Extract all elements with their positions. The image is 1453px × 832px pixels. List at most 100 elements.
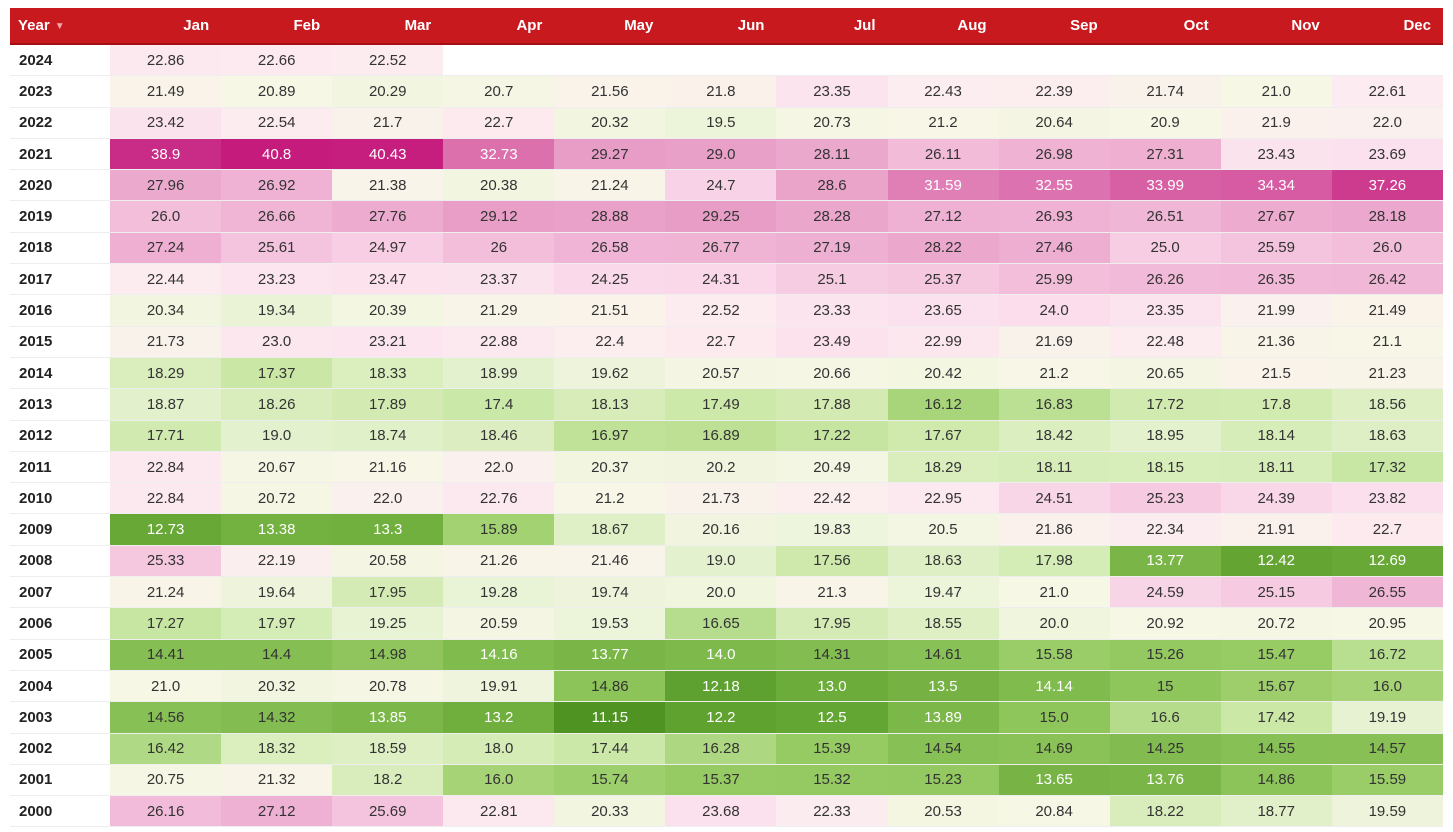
month-header-nov[interactable]: Nov xyxy=(1220,8,1332,45)
month-header-may[interactable]: May xyxy=(554,8,666,45)
year-column-header[interactable]: Year ▼ xyxy=(10,8,111,45)
heatmap-cell: 22.39 xyxy=(998,76,1110,108)
month-header-feb[interactable]: Feb xyxy=(221,8,333,45)
month-header-aug[interactable]: Aug xyxy=(887,8,999,45)
heatmap-cell: 21.36 xyxy=(1220,326,1332,358)
heatmap-cell: 27.19 xyxy=(776,232,888,265)
year-cell: 2009 xyxy=(10,514,111,546)
table-row: 2019 26.0 26.66 27.76 29.12 28.88 29.25 28.28 27… xyxy=(10,201,1443,233)
month-header-jan[interactable]: Jan xyxy=(110,8,222,45)
heatmap-container: Year ▼ Jan Feb Mar Apr May Jun Jul Aug Sep Oct Nov D… xyxy=(10,8,1443,828)
heatmap-cell: 18.46 xyxy=(443,420,555,452)
heatmap-cell: 25.1 xyxy=(776,264,888,296)
table-row: 2014 18.29 17.37 18.33 18.99 19.62 20.57 20.66 2… xyxy=(10,357,1443,390)
month-header-jul[interactable]: Jul xyxy=(776,8,888,45)
heatmap-cell: 21.91 xyxy=(1220,514,1332,546)
heatmap-cell xyxy=(887,45,999,77)
table-row: 2012 17.71 19.0 18.74 18.46 16.97 16.89 17.22 17… xyxy=(10,420,1443,452)
heatmap-cell: 22.81 xyxy=(443,796,555,828)
heatmap-cell: 21.38 xyxy=(332,170,444,202)
heatmap-cell: 27.76 xyxy=(332,201,444,233)
heatmap-cell: 23.37 xyxy=(443,264,555,296)
heatmap-cell: 27.67 xyxy=(1220,201,1332,233)
table-row: 2018 27.24 25.61 24.97 26 26.58 26.77 27.19 28.2… xyxy=(10,232,1443,265)
month-header-jun[interactable]: Jun xyxy=(665,8,777,45)
heatmap-cell: 37.26 xyxy=(1331,170,1443,202)
heatmap-cell: 29.12 xyxy=(443,201,555,233)
heatmap-cell: 22.7 xyxy=(1331,514,1443,546)
table-row: 2007 21.24 19.64 17.95 19.28 19.74 20.0 21.3 19.… xyxy=(10,577,1443,609)
heatmap-cell: 16.12 xyxy=(887,389,999,421)
heatmap-cell: 18.63 xyxy=(1331,420,1443,452)
heatmap-cell: 26.11 xyxy=(887,138,999,171)
table-row: 2023 21.49 20.89 20.29 20.7 21.56 21.8 23.35 22.… xyxy=(10,76,1443,108)
year-header-label: Year xyxy=(18,17,50,34)
month-header-dec[interactable]: Dec xyxy=(1331,8,1443,45)
month-header-mar[interactable]: Mar xyxy=(332,8,444,45)
heatmap-cell: 23.82 xyxy=(1331,483,1443,515)
heatmap-cell: 26.77 xyxy=(665,232,777,265)
heatmap-cell: 21.0 xyxy=(110,670,222,703)
heatmap-cell: 13.2 xyxy=(443,702,555,734)
heatmap-cell: 26.98 xyxy=(998,138,1110,171)
heatmap-cell: 22.76 xyxy=(443,483,555,515)
heatmap-cell: 34.34 xyxy=(1220,170,1332,202)
heatmap-cell: 18.87 xyxy=(110,389,222,421)
month-header-sep[interactable]: Sep xyxy=(998,8,1110,45)
heatmap-cell xyxy=(1331,45,1443,77)
heatmap-cell: 26.58 xyxy=(554,232,666,265)
month-header-apr[interactable]: Apr xyxy=(443,8,555,45)
heatmap-cell: 19.0 xyxy=(665,545,777,578)
heatmap-cell: 26 xyxy=(443,232,555,265)
heatmap-cell: 26.93 xyxy=(998,201,1110,233)
year-cell: 2003 xyxy=(10,702,111,734)
heatmap-cell: 27.96 xyxy=(110,170,222,202)
heatmap-cell: 19.83 xyxy=(776,514,888,546)
heatmap-cell: 13.38 xyxy=(221,514,333,546)
heatmap-cell: 20.33 xyxy=(554,796,666,828)
heatmap-cell: 22.0 xyxy=(443,451,555,484)
year-cell: 2018 xyxy=(10,232,111,265)
heatmap-cell: 32.55 xyxy=(998,170,1110,202)
heatmap-cell: 23.47 xyxy=(332,264,444,296)
heatmap-cell: 21.73 xyxy=(110,326,222,358)
heatmap-cell xyxy=(776,45,888,77)
heatmap-cell: 22.52 xyxy=(665,295,777,327)
heatmap-cell: 22.44 xyxy=(110,264,222,296)
heatmap-cell: 17.22 xyxy=(776,420,888,452)
heatmap-cell: 15.59 xyxy=(1331,764,1443,797)
heatmap-cell: 16.65 xyxy=(665,608,777,640)
heatmap-cell: 32.73 xyxy=(443,138,555,171)
heatmap-cell xyxy=(1109,45,1221,77)
year-cell: 2001 xyxy=(10,764,111,797)
heatmap-cell: 16.89 xyxy=(665,420,777,452)
heatmap-cell: 14.98 xyxy=(332,639,444,671)
heatmap-cell: 20.89 xyxy=(221,76,333,108)
heatmap-cell: 18.11 xyxy=(998,451,1110,484)
heatmap-cell: 13.0 xyxy=(776,670,888,703)
heatmap-cell: 20.75 xyxy=(110,764,222,797)
heatmap-cell: 22.7 xyxy=(443,107,555,139)
heatmap-cell: 11.15 xyxy=(554,702,666,734)
table-row: 2017 22.44 23.23 23.47 23.37 24.25 24.31 25.1 25… xyxy=(10,264,1443,296)
heatmap-cell: 18.29 xyxy=(887,451,999,484)
heatmap-cell: 17.97 xyxy=(221,608,333,640)
heatmap-cell: 21.9 xyxy=(1220,107,1332,139)
year-cell: 2002 xyxy=(10,733,111,765)
heatmap-cell: 12.5 xyxy=(776,702,888,734)
year-cell: 2012 xyxy=(10,420,111,452)
heatmap-cell: 23.68 xyxy=(665,796,777,828)
heatmap-cell: 22.19 xyxy=(221,545,333,578)
heatmap-cell: 17.4 xyxy=(443,389,555,421)
heatmap-cell: 24.97 xyxy=(332,232,444,265)
sort-desc-icon[interactable]: ▼ xyxy=(54,21,65,32)
month-header-oct[interactable]: Oct xyxy=(1109,8,1221,45)
heatmap-cell: 16.28 xyxy=(665,733,777,765)
heatmap-cell: 23.42 xyxy=(110,107,222,139)
heatmap-cell: 15.67 xyxy=(1220,670,1332,703)
heatmap-cell: 22.99 xyxy=(887,326,999,358)
table-row: 2009 12.73 13.38 13.3 15.89 18.67 20.16 19.83 20… xyxy=(10,514,1443,546)
table-row: 2001 20.75 21.32 18.2 16.0 15.74 15.37 15.32 15.… xyxy=(10,764,1443,797)
year-cell: 2007 xyxy=(10,577,111,609)
heatmap-cell: 16.0 xyxy=(443,764,555,797)
